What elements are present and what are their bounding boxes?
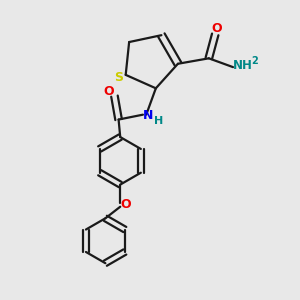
Text: O: O <box>212 22 222 35</box>
Text: O: O <box>103 85 114 98</box>
Text: S: S <box>114 71 123 84</box>
Text: H: H <box>154 116 164 126</box>
Text: 2: 2 <box>251 56 258 66</box>
Text: N: N <box>143 109 153 122</box>
Text: NH: NH <box>233 59 253 72</box>
Text: O: O <box>121 198 131 211</box>
